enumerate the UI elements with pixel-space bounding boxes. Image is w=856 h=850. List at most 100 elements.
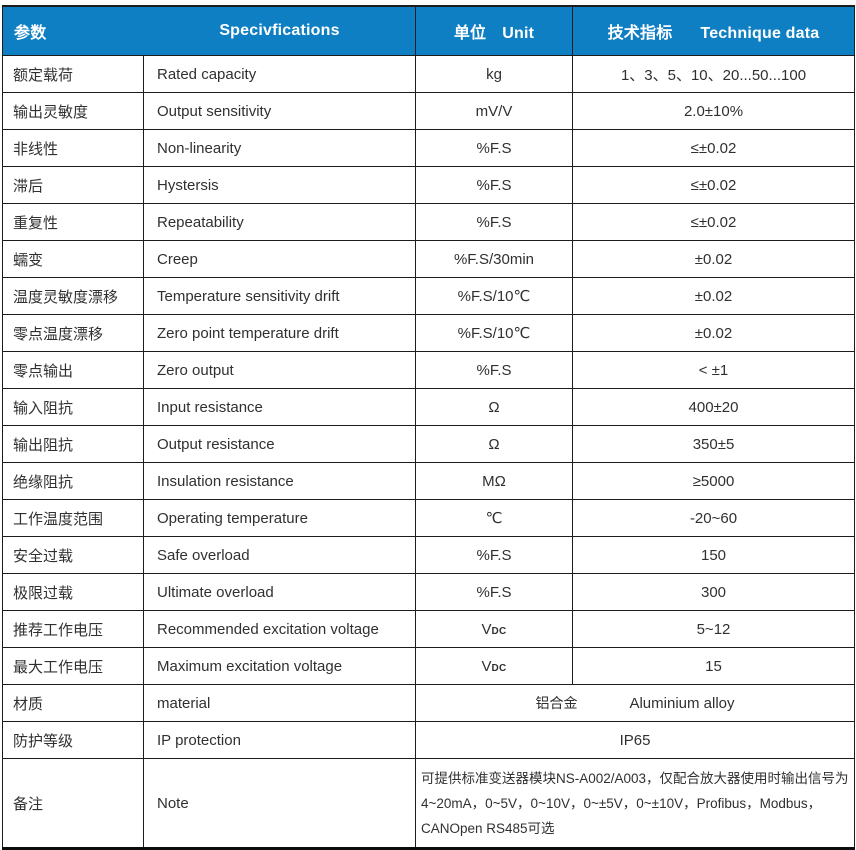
header-param: 参数 — [2, 5, 144, 56]
unit-cell: VDC — [415, 610, 573, 648]
header-technique-cn: 技术指标 — [607, 25, 673, 42]
value-cell: ≤±0.02 — [572, 166, 855, 204]
header-specifications: Specivfications — [143, 5, 416, 56]
unit-text: MΩ — [482, 472, 506, 490]
param-name-en: Hystersis — [143, 166, 416, 204]
table-row: 防护等级 IP protection IP65 — [2, 721, 855, 759]
value-cell: 150 — [572, 536, 855, 574]
param-name-en: Input resistance — [143, 388, 416, 426]
param-name-cn: 滞后 — [2, 166, 144, 204]
param-name-cn: 材质 — [2, 684, 144, 722]
param-name-cn: 重复性 — [2, 203, 144, 241]
unit-cell: mV/V — [415, 92, 573, 130]
param-name-en: Insulation resistance — [143, 462, 416, 500]
param-name-en: Note — [143, 758, 416, 849]
param-name-en: Output resistance — [143, 425, 416, 463]
value-cell: ±0.02 — [572, 277, 855, 315]
unit-text: %F.S — [476, 583, 512, 601]
unit-cell: %F.S/10℃ — [415, 277, 573, 315]
unit-cell: ℃ — [415, 499, 573, 537]
param-name-en: material — [143, 684, 416, 722]
unit-cell: %F.S — [415, 129, 573, 167]
param-name-cn: 绝缘阻抗 — [2, 462, 144, 500]
value-cell-merged: IP65 — [415, 721, 855, 759]
header-technique-data: 技术指标 Technique data — [572, 5, 855, 56]
value-cn: 铝合金 — [535, 695, 578, 711]
unit-text: %F.S — [476, 361, 512, 379]
param-name-cn: 推荐工作电压 — [2, 610, 144, 648]
unit-subscript: DC — [491, 662, 507, 674]
value-cell: ≥5000 — [572, 462, 855, 500]
unit-text: V — [481, 620, 492, 638]
table-row: 推荐工作电压 Recommended excitation voltage VDC 5… — [2, 610, 855, 648]
table-row: 蠕变 Creep %F.S/30min ±0.02 — [2, 240, 855, 278]
table-header-row: 参数 Specivfications 单位 Unit 技术指标 Technique … — [2, 5, 855, 56]
table-row: 最大工作电压 Maximum excitation voltage VDC 15 — [2, 647, 855, 685]
table-row: 额定载荷 Rated capacity kg 1、3、5、10、20...50...1… — [2, 55, 855, 93]
table-row: 温度灵敏度漂移 Temperature sensitivity drift %F.S… — [2, 277, 855, 315]
value-cell: -20~60 — [572, 499, 855, 537]
param-name-cn: 安全过载 — [2, 536, 144, 574]
param-name-cn: 输入阻抗 — [2, 388, 144, 426]
unit-cell: %F.S — [415, 203, 573, 241]
value-cell: 15 — [572, 647, 855, 685]
header-unit: 单位 Unit — [415, 5, 573, 56]
table-row: 材质 material 铝合金 Aluminium alloy — [2, 684, 855, 722]
param-name-en: Output sensitivity — [143, 92, 416, 130]
unit-text: kg — [486, 65, 502, 83]
value-cell: 2.0±10% — [572, 92, 855, 130]
unit-text: Ω — [488, 398, 500, 416]
value-cell: ≤±0.02 — [572, 129, 855, 167]
unit-cell: Ω — [415, 425, 573, 463]
table-row: 备注 Note 可提供标准变送器模块NS-A002/A003，仅配合放大器使用时输出… — [2, 758, 855, 849]
table-row: 零点温度漂移 Zero point temperature drift %F.S/1… — [2, 314, 855, 352]
value-en: Aluminium alloy — [629, 695, 735, 712]
unit-text: %F.S — [476, 213, 512, 231]
unit-text: %F.S — [476, 139, 512, 157]
table-row: 零点输出 Zero output %F.S < ±1 — [2, 351, 855, 389]
unit-cell: %F.S — [415, 351, 573, 389]
unit-text: Ω — [488, 435, 500, 453]
param-name-cn: 零点温度漂移 — [2, 314, 144, 352]
value-cell: 350±5 — [572, 425, 855, 463]
unit-text: %F.S/30min — [453, 250, 535, 268]
param-name-cn: 非线性 — [2, 129, 144, 167]
unit-text: ℃ — [485, 510, 503, 527]
unit-cell: %F.S/10℃ — [415, 314, 573, 352]
header-technique-en: Technique data — [700, 25, 820, 42]
param-name-en: Recommended excitation voltage — [143, 610, 416, 648]
param-name-en: Creep — [143, 240, 416, 278]
unit-cell: %F.S/30min — [415, 240, 573, 278]
table-row: 极限过载 Ultimate overload %F.S 300 — [2, 573, 855, 611]
note-line: 4~20mA，0~5V，0~10V，0~±5V，0~±10V，Profibus，… — [421, 795, 822, 811]
param-name-en: Zero output — [143, 351, 416, 389]
table-row: 输出灵敏度 Output sensitivity mV/V 2.0±10% — [2, 92, 855, 130]
note-line: 可提供标准变送器模块NS-A002/A003，仅配合放大器使用时输出信号为 — [421, 770, 849, 786]
param-name-cn: 温度灵敏度漂移 — [2, 277, 144, 315]
param-name-en: Operating temperature — [143, 499, 416, 537]
param-name-cn: 最大工作电压 — [2, 647, 144, 685]
unit-cell: %F.S — [415, 573, 573, 611]
param-name-en: Ultimate overload — [143, 573, 416, 611]
table-row: 工作温度范围 Operating temperature ℃ -20~60 — [2, 499, 855, 537]
header-unit-cn: 单位 — [453, 25, 487, 42]
param-name-cn: 额定载荷 — [2, 55, 144, 93]
unit-text: V — [481, 657, 492, 675]
note-cell: 可提供标准变送器模块NS-A002/A003，仅配合放大器使用时输出信号为 4~2… — [415, 758, 855, 849]
param-name-en: Non-linearity — [143, 129, 416, 167]
header-unit-en: Unit — [502, 25, 535, 42]
table-row: 重复性 Repeatability %F.S ≤±0.02 — [2, 203, 855, 241]
value-cell: < ±1 — [572, 351, 855, 389]
unit-cell: Ω — [415, 388, 573, 426]
param-name-en: Temperature sensitivity drift — [143, 277, 416, 315]
spec-table-body: 额定载荷 Rated capacity kg 1、3、5、10、20...50...1… — [2, 55, 855, 849]
unit-text: mV/V — [475, 102, 513, 120]
param-name-cn: 输出灵敏度 — [2, 92, 144, 130]
value-cell: ±0.02 — [572, 314, 855, 352]
param-name-en: Rated capacity — [143, 55, 416, 93]
unit-text: %F.S/10℃ — [457, 325, 531, 342]
table-row: 非线性 Non-linearity %F.S ≤±0.02 — [2, 129, 855, 167]
param-name-en: Zero point temperature drift — [143, 314, 416, 352]
param-name-cn: 防护等级 — [2, 721, 144, 759]
unit-text: %F.S/10℃ — [457, 288, 531, 305]
